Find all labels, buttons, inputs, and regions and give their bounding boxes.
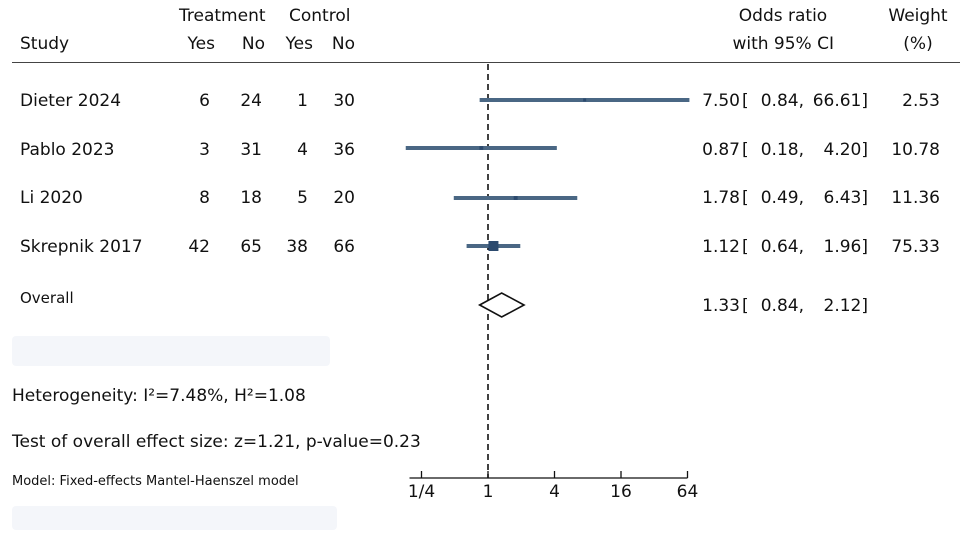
- control-no: 30: [333, 91, 355, 111]
- overall-ci-lower: 0.84,: [760, 296, 804, 316]
- overall-ci-upper: 2.12]: [823, 296, 868, 316]
- ci-open-bracket: [: [742, 140, 749, 160]
- control-yes: 4: [297, 140, 308, 160]
- treatment-yes-header: Yes: [187, 34, 215, 54]
- x-tick-label: 64: [677, 482, 699, 502]
- treatment-yes: 6: [199, 91, 210, 111]
- treatment-no: 24: [240, 91, 262, 111]
- study-name: Dieter 2024: [20, 91, 122, 111]
- or-header-line1: Odds ratio: [738, 6, 828, 26]
- ci-open-bracket: [: [742, 188, 749, 208]
- treatment-header: Treatment: [179, 6, 266, 26]
- ci-open-bracket: [: [742, 91, 749, 111]
- or-value: 0.87: [702, 140, 740, 160]
- blur-artifact: [12, 336, 330, 366]
- control-yes: 38: [286, 237, 308, 257]
- control-yes-header: Yes: [285, 34, 313, 54]
- x-tick-label: 1: [483, 482, 494, 502]
- overall-effect-test: Test of overall effect size: z=1.21, p-v…: [12, 432, 421, 452]
- ci-open-bracket: [: [742, 296, 749, 316]
- blur-artifact: [12, 506, 337, 530]
- x-tick-label: 1/4: [408, 482, 435, 502]
- treatment-no: 65: [240, 237, 262, 257]
- ci-lower: 0.84,: [760, 91, 804, 111]
- x-tick-label: 16: [610, 482, 632, 502]
- heterogeneity-text: Heterogeneity: I²=7.48%, H²=1.08: [12, 386, 306, 406]
- weight-header-line2: (%): [903, 34, 933, 54]
- treatment-no-header: No: [241, 34, 265, 54]
- ci-upper: 66.61]: [812, 91, 868, 111]
- overall-or-value: 1.33: [702, 296, 740, 316]
- weight-value: 2.53: [902, 91, 940, 111]
- treatment-yes: 42: [188, 237, 210, 257]
- point-estimate-marker: [513, 196, 518, 200]
- study-header: Study: [20, 34, 70, 54]
- weight-value: 75.33: [891, 237, 940, 257]
- treatment-yes: 3: [199, 140, 210, 160]
- overall-diamond: [477, 292, 526, 318]
- point-estimate-marker: [583, 98, 587, 102]
- ci-open-bracket: [: [742, 237, 749, 257]
- point-estimate-marker: [488, 241, 499, 251]
- x-tick-label: 4: [549, 482, 560, 502]
- model-note: Model: Fixed-effects Mantel-Haenszel mod…: [12, 474, 299, 489]
- weight-value: 11.36: [891, 188, 940, 208]
- control-yes: 1: [297, 91, 308, 111]
- ci-lower: 0.49,: [760, 188, 804, 208]
- or-value: 1.12: [702, 237, 740, 257]
- or-value: 1.78: [702, 188, 740, 208]
- control-no: 36: [333, 140, 355, 160]
- study-name: Pablo 2023: [20, 140, 115, 160]
- weight-value: 10.78: [891, 140, 940, 160]
- ci-upper: 1.96]: [823, 237, 868, 257]
- treatment-no: 18: [240, 188, 262, 208]
- ci-upper: 4.20]: [823, 140, 868, 160]
- control-no: 20: [333, 188, 355, 208]
- header-rule: [12, 62, 960, 63]
- control-no-header: No: [331, 34, 355, 54]
- control-no: 66: [333, 237, 355, 257]
- ci-lower: 0.18,: [760, 140, 804, 160]
- control-yes: 5: [297, 188, 308, 208]
- or-value: 7.50: [702, 91, 740, 111]
- weight-header-line1: Weight: [888, 6, 948, 26]
- study-name: Li 2020: [20, 188, 83, 208]
- overall-label: Overall: [20, 289, 74, 307]
- or-header-line2: with 95% CI: [732, 34, 834, 54]
- treatment-no: 31: [240, 140, 262, 160]
- point-estimate-marker: [479, 146, 484, 150]
- ci-lower: 0.64,: [760, 237, 804, 257]
- treatment-yes: 8: [199, 188, 210, 208]
- ci-upper: 6.43]: [823, 188, 868, 208]
- study-name: Skrepnik 2017: [20, 237, 143, 257]
- control-header: Control: [289, 6, 351, 26]
